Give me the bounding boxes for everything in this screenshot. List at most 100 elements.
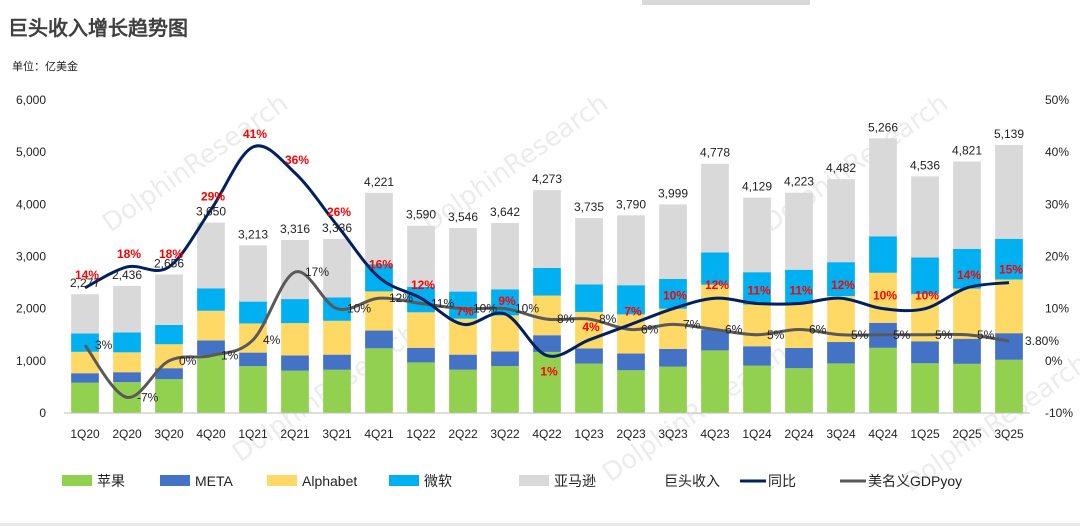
yoy-label: 18%	[159, 247, 183, 261]
legend-label: 同比	[768, 473, 796, 489]
bar-segment	[575, 218, 603, 285]
bar-segment	[491, 366, 519, 413]
bar-segment	[827, 262, 855, 297]
legend: 苹果 META Alphabet 微软 亚马逊 巨头收入 同比 美名义GDPyoy	[62, 473, 962, 489]
x-axis-tick: 1Q22	[406, 427, 436, 441]
gdp-label: 12%	[389, 291, 413, 305]
yoy-label: 16%	[369, 257, 393, 271]
bar-segment	[995, 238, 1023, 280]
legend-label: 苹果	[97, 473, 125, 489]
bar-segment	[911, 257, 939, 295]
x-axis-tick: 4Q23	[700, 427, 730, 441]
x-axis-tick: 3Q23	[658, 427, 688, 441]
bar-segment	[113, 372, 141, 383]
bar-segment	[869, 347, 897, 413]
legend-swatch	[519, 475, 549, 486]
total-label: 3,213	[238, 227, 268, 241]
total-label: 4,221	[364, 175, 394, 189]
bar-segment	[155, 324, 183, 345]
bar-segment	[743, 365, 771, 413]
bar-segment	[533, 295, 561, 336]
bar-segment	[659, 204, 687, 279]
total-label: 3,642	[490, 205, 520, 219]
right-axis-tick: 20%	[1045, 250, 1069, 264]
right-axis-tick: 0%	[1045, 354, 1063, 368]
bar-segment	[575, 284, 603, 312]
legend-swatch	[389, 475, 419, 486]
yoy-label: 1%	[540, 365, 558, 379]
gdp-label: 6%	[641, 323, 659, 337]
yoy-label: 18%	[117, 247, 141, 261]
left-axis-tick: 5,000	[16, 145, 46, 159]
bar-segment	[281, 240, 309, 300]
legend-swatch	[62, 475, 92, 486]
gdp-label: 7%	[683, 317, 701, 331]
yoy-label: 14%	[75, 268, 99, 282]
yoy-label: 10%	[873, 289, 897, 303]
bar-segment	[365, 348, 393, 413]
total-label: 4,273	[532, 172, 562, 186]
bar-segment	[239, 245, 267, 302]
bar-segment	[155, 274, 183, 325]
x-axis-tick: 4Q21	[364, 427, 394, 441]
right-axis-tick: -10%	[1045, 406, 1073, 420]
yoy-label: 11%	[747, 283, 771, 297]
bar-segment	[239, 366, 267, 413]
line-layer	[83, 144, 1010, 399]
gdp-label: 3%	[95, 338, 113, 352]
bar-segment	[743, 304, 771, 347]
yoy-label: 26%	[327, 205, 351, 219]
bar-segment	[575, 348, 603, 364]
bottom-divider	[0, 523, 1080, 526]
bar-segment	[659, 366, 687, 413]
bar-segment	[953, 248, 981, 289]
bar-segment	[617, 370, 645, 413]
bar-segment	[827, 342, 855, 364]
gdp-label: 6%	[809, 323, 827, 337]
bar-segment	[197, 222, 225, 289]
bar-segment	[743, 197, 771, 273]
x-axis-tick: 1Q23	[574, 427, 604, 441]
x-axis-tick: 3Q25	[994, 427, 1024, 441]
x-axis-tick: 1Q24	[742, 427, 772, 441]
bar-segment	[575, 363, 603, 413]
total-label: 3,735	[574, 200, 604, 214]
bar-segment	[953, 161, 981, 249]
bar-segment	[365, 330, 393, 349]
bar-segment	[785, 303, 813, 348]
x-axis-tick: 2Q24	[784, 427, 814, 441]
bar-segment	[827, 363, 855, 413]
bar-segment	[995, 333, 1023, 360]
legend-swatch	[160, 475, 190, 486]
left-axis-tick: 4,000	[16, 197, 46, 211]
bar-layer	[71, 138, 1023, 413]
bar-segment	[71, 373, 99, 383]
left-axis-tick: 3,000	[16, 250, 46, 264]
yoy-label: 41%	[243, 127, 267, 141]
bar-segment	[365, 192, 393, 265]
bar-segment	[953, 288, 981, 339]
bar-segment	[953, 363, 981, 413]
gdp-label: 5%	[977, 328, 995, 342]
gdp-label: 5%	[851, 328, 869, 342]
left-axis-tick: 1,000	[16, 354, 46, 368]
x-axis-tick: 1Q20	[70, 427, 100, 441]
bar-segment	[869, 272, 897, 323]
bar-segment	[785, 192, 813, 270]
axis-layer: 0 1,000 2,000 3,000 4,000 5,000 6,000 -10% 0% 10%…	[16, 93, 1073, 441]
bar-segment	[281, 299, 309, 324]
right-axis-tick: 30%	[1045, 197, 1069, 211]
bar-segment	[617, 285, 645, 315]
x-axis-tick: 2Q25	[952, 427, 982, 441]
bar-segment	[617, 353, 645, 371]
bar-segment	[155, 379, 183, 413]
right-axis-tick: 40%	[1045, 145, 1069, 159]
bar-segment	[281, 355, 309, 371]
bar-segment	[995, 279, 1023, 334]
bar-segment	[869, 138, 897, 237]
x-axis-tick: 3Q21	[322, 427, 352, 441]
bar-segment	[71, 333, 99, 352]
yoy-label: 12%	[831, 278, 855, 292]
legend-label: META	[195, 473, 234, 489]
bar-segment	[71, 382, 99, 413]
